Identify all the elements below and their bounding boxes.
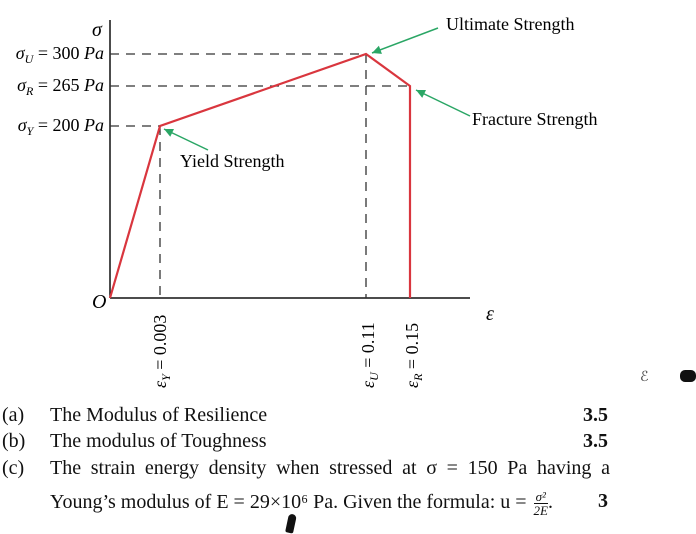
ultimate-strength-label: Ultimate Strength (446, 14, 574, 34)
origin-label: O (92, 291, 106, 313)
question-a-label: (a) (2, 404, 25, 426)
question-b: (b) The modulus of Toughness 3.5 (0, 430, 696, 458)
ultimate-arrow-head (372, 45, 382, 54)
question-a-text: The Modulus of Resilience (50, 404, 268, 426)
yield-strength-label: Yield Strength (180, 151, 285, 171)
question-a-marks: 3.5 (583, 404, 608, 426)
annotation-arrows (163, 27, 471, 151)
stress-strain-diagram: σ ε O σU = 300 Pa σR = 265 Pa σY = 200 P… (16, 14, 696, 388)
question-c-line1: The strain energy density when stressed … (50, 457, 610, 479)
question-c-continued: Young’s modulus of E = 29×10⁶ Pa. Given … (0, 488, 696, 528)
question-b-marks: 3.5 (583, 430, 608, 452)
question-c-line2-text: Young’s modulus of E = 29×10⁶ Pa. Given … (50, 491, 527, 514)
strain-label-fracture: εR = 0.15 (402, 323, 425, 388)
formula-denominator: 2E (533, 503, 548, 518)
stress-label-yield: σY = 200 Pa (18, 115, 104, 138)
question-c-line2: Young’s modulus of E = 29×10⁶ Pa. Given … (50, 490, 553, 517)
strain-label-ultimate: εU = 0.11 (358, 322, 381, 388)
fracture-strength-label: Fracture Strength (472, 109, 597, 129)
ultimate-arrow (371, 27, 439, 54)
ink-blot (680, 370, 696, 382)
question-c-label: (c) (2, 457, 25, 479)
formula-fraction: σ² 2E (533, 490, 548, 518)
stress-label-ultimate: σU = 300 Pa (16, 43, 104, 66)
strain-label-yield: εY = 0.003 (150, 315, 173, 388)
question-c: (c) The strain energy density when stres… (0, 457, 696, 485)
formula-numerator: σ² (533, 490, 548, 504)
x-axis-symbol: ε (486, 303, 494, 325)
question-b-label: (b) (2, 430, 26, 452)
stress-strain-curve (108, 52, 412, 299)
y-axis-symbol: σ (92, 19, 103, 41)
fracture-arrow-head (416, 89, 426, 98)
question-a: (a) The Modulus of Resilience 3.5 (0, 404, 696, 432)
guide-lines (110, 53, 410, 298)
yield-arrow-head (164, 128, 174, 137)
question-c-marks: 3 (598, 490, 608, 512)
stress-label-fracture: σR = 265 Pa (17, 75, 104, 98)
question-b-text: The modulus of Toughness (50, 430, 267, 452)
formula-end: . (548, 491, 553, 514)
fracture-arrow (415, 89, 471, 117)
hand-doodle-icon: ℰ (640, 369, 648, 385)
